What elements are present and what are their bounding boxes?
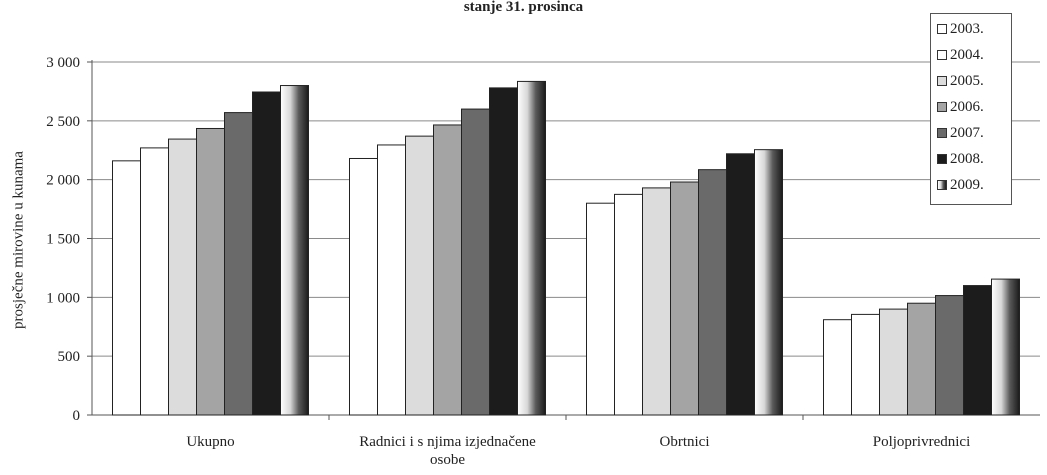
x-tick-label: Poljoprivrednici [873,434,971,450]
y-tick-label: 500 [58,349,81,365]
bar [907,302,936,416]
bar [433,124,462,416]
legend-item: 2005. [937,71,984,91]
bar [224,112,253,416]
bar [586,202,615,416]
x-tick-label: Obrtnici [660,434,710,450]
legend-swatch [937,50,947,60]
bar [698,169,727,416]
bar [112,160,141,416]
legend-label: 2004. [950,46,984,63]
bar [963,285,992,416]
chart-title: stanje 31. prosinca [463,0,584,15]
legend-label: 2005. [950,72,984,89]
bar [280,85,309,416]
bar [196,127,225,416]
bar [851,313,880,416]
legend-item: 2009. [937,175,984,195]
legend-label: 2006. [950,98,984,115]
bar [614,193,643,416]
legend-swatch [937,76,947,86]
legend-swatch [937,180,947,190]
legend-item: 2007. [937,123,984,143]
bar [991,278,1020,416]
legend-label: 2003. [950,20,984,37]
bar [489,87,518,416]
bar [405,135,434,416]
bar [140,147,169,416]
bar [461,108,490,416]
legend-label: 2007. [950,124,984,141]
legend-label: 2008. [950,150,984,167]
y-tick-label: 2 000 [46,173,80,189]
y-tick-label: 1 500 [46,232,80,248]
legend-item: 2003. [937,19,984,39]
legend-swatch [937,128,947,138]
legend-swatch [937,24,947,34]
x-tick-label: Radnici i s njima izjednačene [359,434,536,450]
bar [377,144,406,416]
y-tick-label: 1 000 [46,290,80,306]
legend-swatch [937,102,947,112]
y-tick-label: 2 500 [46,114,80,130]
bar [168,138,197,416]
x-tick-label: Ukupno [186,434,234,450]
bar [517,80,546,416]
x-tick-label: osobe [430,452,465,468]
bar [823,319,852,416]
bar [670,181,699,416]
bar [879,308,908,416]
bar [754,149,783,416]
y-tick-label: 3 000 [46,55,80,71]
legend-item: 2004. [937,45,984,65]
legend-swatch [937,154,947,164]
legend-label: 2009. [950,176,984,193]
bar [252,91,281,416]
legend-item: 2006. [937,97,984,117]
y-tick-label: 0 [73,408,81,424]
bar [726,153,755,416]
bar [935,295,964,416]
legend-item: 2008. [937,149,984,169]
bar [349,157,378,416]
bar [642,187,671,416]
chart-legend: 2003. 2004. 2005. 2006. 2007. 2008. 2009. [930,13,1012,205]
